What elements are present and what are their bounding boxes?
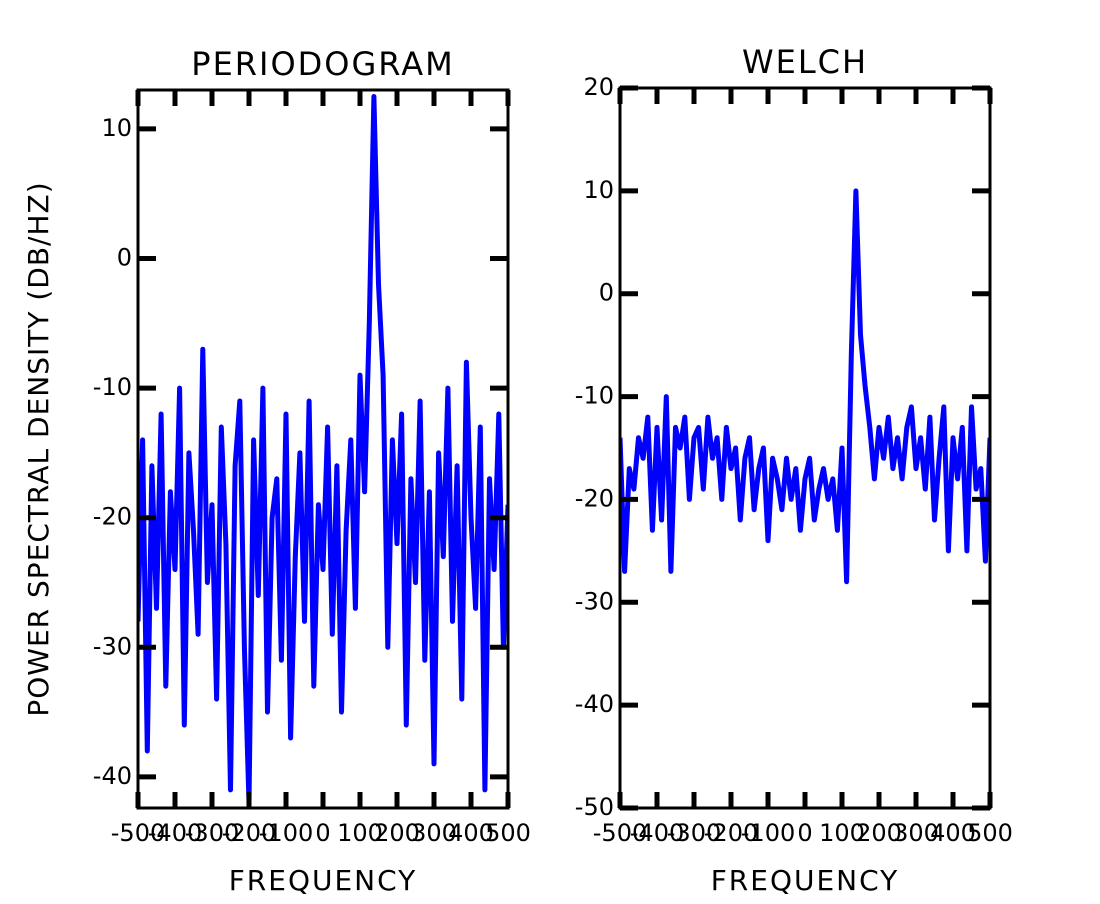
y-tick-label: 10 [101, 114, 132, 142]
x-tick-label: 300 [411, 819, 457, 847]
x-tick-label: 200 [374, 819, 420, 847]
y-tick-label: -20 [575, 484, 614, 512]
plot-area [620, 188, 990, 585]
x-tick-label: 500 [485, 819, 531, 847]
y-tick-label: 0 [117, 243, 132, 271]
x-axis-label: FREQUENCY [711, 864, 900, 897]
x-tick-label: -300 [667, 819, 721, 847]
x-tick-label: 100 [337, 819, 383, 847]
x-tick-label: 200 [856, 819, 902, 847]
x-tick-label: -200 [222, 819, 276, 847]
plot-area [138, 94, 508, 806]
x-tick-label: 100 [819, 819, 865, 847]
x-tick-label: -100 [741, 819, 795, 847]
data-line [138, 94, 508, 806]
x-tick-label: -400 [630, 819, 684, 847]
x-tick-label: 400 [930, 819, 976, 847]
x-axis-label: FREQUENCY [229, 864, 418, 897]
x-tick-label: -500 [111, 819, 165, 847]
y-tick-label: -40 [575, 690, 614, 718]
y-tick-label: 10 [583, 176, 614, 204]
y-tick-label: -10 [93, 373, 132, 401]
x-tick-label: 400 [448, 819, 494, 847]
y-tick-label: -20 [93, 503, 132, 531]
y-axis-label: POWER SPECTRAL DENSITY (DB/HZ) [22, 181, 55, 716]
y-tick-label: 20 [583, 73, 614, 101]
x-tick-label: -100 [259, 819, 313, 847]
y-tick-label: -30 [575, 587, 614, 615]
x-tick-label: -400 [148, 819, 202, 847]
axes-frame [136, 88, 510, 810]
y-tick-label: 0 [599, 279, 614, 307]
x-tick-label: -500 [593, 819, 647, 847]
x-tick-label: -300 [185, 819, 239, 847]
data-line [620, 188, 990, 585]
y-tick-label: -40 [93, 762, 132, 790]
y-tick-label: -30 [93, 632, 132, 660]
y-tick-label: -50 [575, 793, 614, 821]
chart-title: WELCH [742, 43, 868, 81]
x-tick-label: -200 [704, 819, 758, 847]
x-tick-label: 300 [893, 819, 939, 847]
chart-title: PERIODOGRAM [191, 45, 454, 83]
y-tick-label: -10 [575, 382, 614, 410]
x-tick-label: 0 [315, 819, 330, 847]
x-tick-label: 500 [967, 819, 1013, 847]
x-tick-label: 0 [797, 819, 812, 847]
